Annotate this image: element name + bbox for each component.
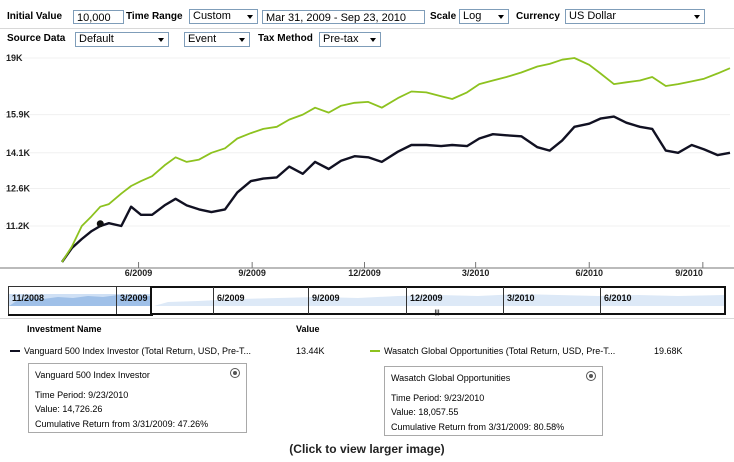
- navigator-area-left: [9, 295, 150, 306]
- x-axis: 6/2009 9/2009 12/2009 3/2010 6/2010 9/2010: [0, 262, 734, 278]
- scale-label: Scale: [430, 11, 457, 22]
- legend-name-header: Investment Name: [27, 324, 102, 334]
- currency-select[interactable]: US Dollar: [565, 9, 705, 24]
- navigator-area-main: [154, 294, 724, 306]
- tax-method-value: Pre-tax: [323, 33, 359, 45]
- tooltip-vanguard-value: Value: 14,726.26: [35, 404, 103, 414]
- y-tick-label: 19K: [6, 53, 23, 63]
- source-data-select[interactable]: Default: [75, 32, 169, 47]
- event-value: Event: [188, 33, 217, 45]
- navigator-label: 6/2010: [604, 293, 632, 303]
- chevron-down-icon: [692, 11, 703, 22]
- settings-icon[interactable]: [586, 371, 596, 381]
- navigator-label: 12/2009: [410, 293, 443, 303]
- currency-value: US Dollar: [569, 10, 617, 22]
- time-range-select[interactable]: Custom: [189, 9, 258, 24]
- chevron-down-icon: [237, 34, 248, 45]
- time-range-label: Time Range: [126, 11, 183, 22]
- tooltip-wasatch: Wasatch Global Opportunities Time Period…: [384, 366, 603, 436]
- tooltip-wasatch-return: Cumulative Return from 3/31/2009: 80.58%: [391, 422, 565, 432]
- x-tick-label: 6/2010: [575, 268, 603, 278]
- source-data-value: Default: [79, 33, 114, 45]
- navigator-grip[interactable]: |||: [434, 310, 439, 316]
- legend-swatch-vanguard: [10, 350, 20, 352]
- chevron-down-icon: [245, 11, 256, 22]
- navigator-label: 3/2010: [507, 293, 535, 303]
- y-axis: 19K 15.9K 14.1K 12.6K 11.2K: [6, 53, 31, 231]
- y-tick-label: 14.1K: [6, 148, 31, 158]
- navigator-label: 6/2009: [217, 293, 245, 303]
- legend-item-wasatch[interactable]: Wasatch Global Opportunities (Total Retu…: [384, 346, 616, 356]
- navigator-label: 11/2008: [12, 293, 44, 303]
- x-tick-label: 3/2010: [462, 268, 490, 278]
- currency-label: Currency: [516, 11, 560, 22]
- legend-swatch-wasatch: [370, 350, 380, 352]
- legend-divider: [0, 318, 734, 319]
- tax-method-label: Tax Method: [258, 33, 313, 44]
- navigator-selection-window[interactable]: [150, 286, 726, 315]
- tax-method-select[interactable]: Pre-tax: [319, 32, 381, 47]
- chevron-down-icon: [156, 34, 167, 45]
- initial-value-input[interactable]: 10,000: [73, 10, 124, 24]
- x-tick-label: 9/2010: [675, 268, 703, 278]
- scale-select[interactable]: Log: [459, 9, 509, 24]
- time-range-value: Custom: [193, 10, 231, 22]
- legend-value-vanguard: 13.44K: [296, 346, 325, 356]
- x-tick-label: 12/2009: [348, 268, 381, 278]
- series-line-vanguard[interactable]: [61, 115, 731, 263]
- performance-chart[interactable]: 19K 15.9K 14.1K 12.6K 11.2K 6/2009 9/2009 12/2…: [0, 48, 734, 284]
- range-navigator[interactable]: 11/2008 3/2009 6/2009 9/2009 12/2009 3/2010 6/…: [8, 286, 726, 316]
- legend-value-header: Value: [296, 324, 320, 334]
- highlight-marker[interactable]: [96, 220, 104, 228]
- tooltip-vanguard: Vanguard 500 Index Investor Time Period:…: [28, 363, 247, 433]
- y-tick-label: 15.9K: [6, 110, 31, 120]
- series-line-wasatch[interactable]: [61, 57, 731, 263]
- navigator-labels: 11/2008 3/2009 6/2009 9/2009 12/2009 3/2010 6/…: [8, 287, 632, 314]
- y-tick-label: 12.6K: [6, 184, 31, 194]
- chart-gridlines: [4, 57, 730, 227]
- tooltip-vanguard-return: Cumulative Return from 3/31/2009: 47.26%: [35, 419, 209, 429]
- chevron-down-icon: [368, 34, 379, 45]
- chevron-down-icon: [496, 11, 507, 22]
- tooltip-vanguard-period: Time Period: 9/23/2010: [35, 390, 129, 400]
- navigator-left-bracket: [8, 314, 153, 316]
- scale-value: Log: [463, 10, 482, 22]
- tooltip-wasatch-period: Time Period: 9/23/2010: [391, 393, 485, 403]
- series-layer: [61, 57, 731, 263]
- event-select[interactable]: Event: [184, 32, 250, 47]
- tooltip-wasatch-value: Value: 18,057.55: [391, 407, 459, 417]
- legend-value-wasatch: 19.68K: [654, 346, 683, 356]
- navigator-label: 3/2009: [120, 293, 148, 303]
- date-range-input[interactable]: Mar 31, 2009 - Sep 23, 2010: [262, 10, 425, 24]
- x-tick-label: 6/2009: [125, 268, 153, 278]
- source-data-label: Source Data: [7, 33, 66, 44]
- x-tick-label: 9/2009: [238, 268, 266, 278]
- y-tick-label: 11.2K: [6, 221, 30, 231]
- initial-value-label: Initial Value: [7, 11, 63, 22]
- navigator-label: 9/2009: [312, 293, 340, 303]
- enlarge-image-link[interactable]: (Click to view larger image): [289, 442, 445, 456]
- tooltip-wasatch-title: Wasatch Global Opportunities: [391, 373, 511, 383]
- settings-icon[interactable]: [230, 368, 240, 378]
- toolbar-divider: [0, 28, 734, 29]
- tooltip-vanguard-title: Vanguard 500 Index Investor: [35, 370, 150, 380]
- legend-item-vanguard[interactable]: Vanguard 500 Index Investor (Total Retur…: [24, 346, 251, 356]
